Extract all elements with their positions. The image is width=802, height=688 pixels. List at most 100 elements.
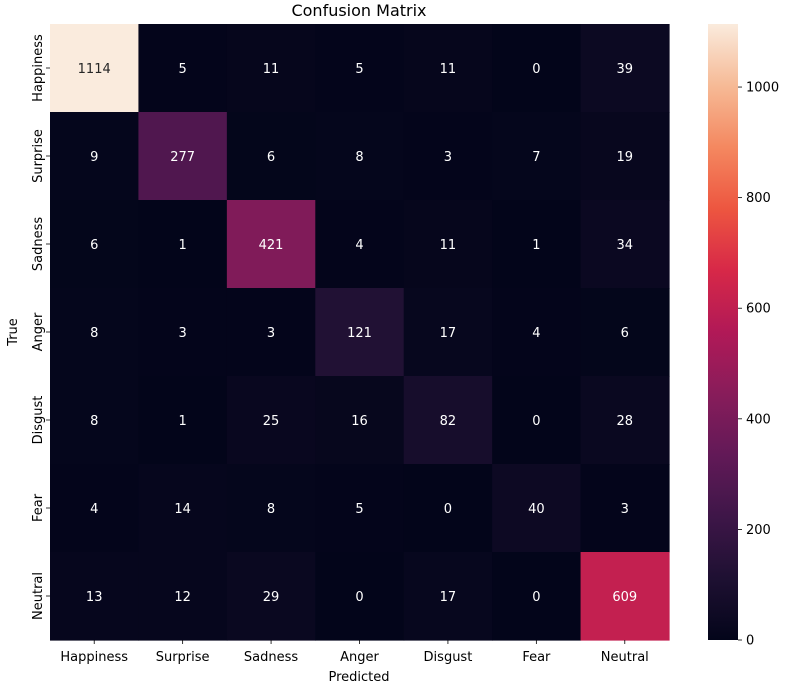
heatmap-cell [138,200,228,289]
heatmap-cell [403,464,493,553]
cell-value-label: 4 [532,326,540,341]
y-tick-label: Disgust [31,396,46,445]
cell-value-label: 9 [90,150,98,165]
cell-value-label: 4 [355,238,363,253]
heatmap-cell [138,376,228,465]
cell-value-label: 16 [351,414,368,429]
heatmap-cell [580,376,670,465]
heatmap-cell [226,464,316,553]
heatmap-cell [580,288,670,377]
heatmap-cell [226,24,316,113]
cell-value-label: 29 [263,590,280,605]
cell-value-label: 0 [355,590,363,605]
cell-value-label: 11 [263,62,280,77]
cell-value-label: 421 [259,238,284,253]
heatmap-cell [580,200,670,289]
heatmap-cell [50,552,140,641]
heatmap-cell [492,24,582,113]
heatmap-cell [138,112,228,201]
heatmap-cell [50,200,140,289]
cell-value-label: 28 [617,414,634,429]
cell-value-label: 13 [86,590,103,605]
heatmap-cell [50,24,140,113]
heatmap-cell [315,376,405,465]
colorbar-tick-label: 1000 [746,81,779,96]
cell-value-label: 1 [532,238,540,253]
heatmap-cell [138,288,228,377]
heatmap-cell [492,200,582,289]
x-tick-label: Surprise [156,650,210,665]
heatmap-cell [226,288,316,377]
cell-value-label: 11 [440,238,457,253]
cell-value-label: 0 [532,62,540,77]
heatmap-cell [50,464,140,553]
heatmap-cells [50,24,670,641]
cell-value-label: 14 [174,502,191,517]
heatmap-cell [492,552,582,641]
heatmap-cell [403,288,493,377]
cell-value-label: 1 [178,414,186,429]
heatmap-cell [226,200,316,289]
heatmap-cell [50,112,140,201]
heatmap-cell [580,552,670,641]
heatmap-cell [50,288,140,377]
cell-value-label: 0 [444,502,452,517]
heatmap-cell [315,464,405,553]
colorbar-tick-label: 0 [746,634,754,649]
cell-value-label: 8 [90,326,98,341]
heatmap-cell [580,112,670,201]
colorbar: 0 200 400 600 800 1000 [708,24,779,649]
x-tick-label: Disgust [424,650,473,665]
colorbar-tick-label: 800 [746,191,771,206]
heatmap-cell [315,24,405,113]
cell-value-label: 6 [90,238,98,253]
chart-title: Confusion Matrix [291,1,426,20]
y-tick-label: Fear [31,493,46,522]
heatmap-cell [403,200,493,289]
y-axis-ticks: Happiness Surprise Sadness Anger Disgust Fear… [31,34,50,620]
heatmap-cell [492,112,582,201]
heatmap-cell [226,552,316,641]
x-tick-label: Sadness [244,650,298,665]
cell-value-label: 34 [617,238,634,253]
y-axis-label: True [6,318,21,347]
y-tick-label: Surprise [31,129,46,183]
heatmap-cell [580,464,670,553]
heatmap-cell [492,288,582,377]
cell-value-label: 4 [90,502,98,517]
cell-value-label: 19 [617,150,634,165]
cell-value-label: 12 [174,590,191,605]
cell-value-label: 11 [440,62,457,77]
cell-value-label: 609 [612,590,637,605]
cell-value-label: 25 [263,414,280,429]
heatmap-cell [226,376,316,465]
cell-value-label: 82 [440,414,457,429]
heatmap-cell [315,112,405,201]
x-tick-label: Anger [340,650,379,665]
heatmap-cell [492,464,582,553]
colorbar-tick-label: 400 [746,412,771,427]
y-tick-label: Neutral [31,572,46,620]
x-tick-label: Fear [522,650,551,665]
heatmap-cell [226,112,316,201]
cell-value-label: 8 [355,150,363,165]
y-tick-label: Happiness [31,34,46,102]
colorbar-tick-label: 600 [746,302,771,317]
heatmap-cell [403,24,493,113]
cell-value-label: 6 [621,326,629,341]
cell-value-label: 17 [440,590,457,605]
cell-value-label: 5 [355,62,363,77]
cell-value-label: 1114 [78,62,111,77]
cell-value-label: 40 [528,502,545,517]
colorbar-tick-label: 200 [746,523,771,538]
cell-value-label: 1 [178,238,186,253]
cell-value-label: 6 [267,150,275,165]
heatmap-cell [315,200,405,289]
heatmap-cell [138,24,228,113]
heatmap-cell [492,376,582,465]
cell-value-label: 3 [178,326,186,341]
heatmap-cell [403,552,493,641]
cell-value-label: 17 [440,326,457,341]
heatmap-cell [315,552,405,641]
